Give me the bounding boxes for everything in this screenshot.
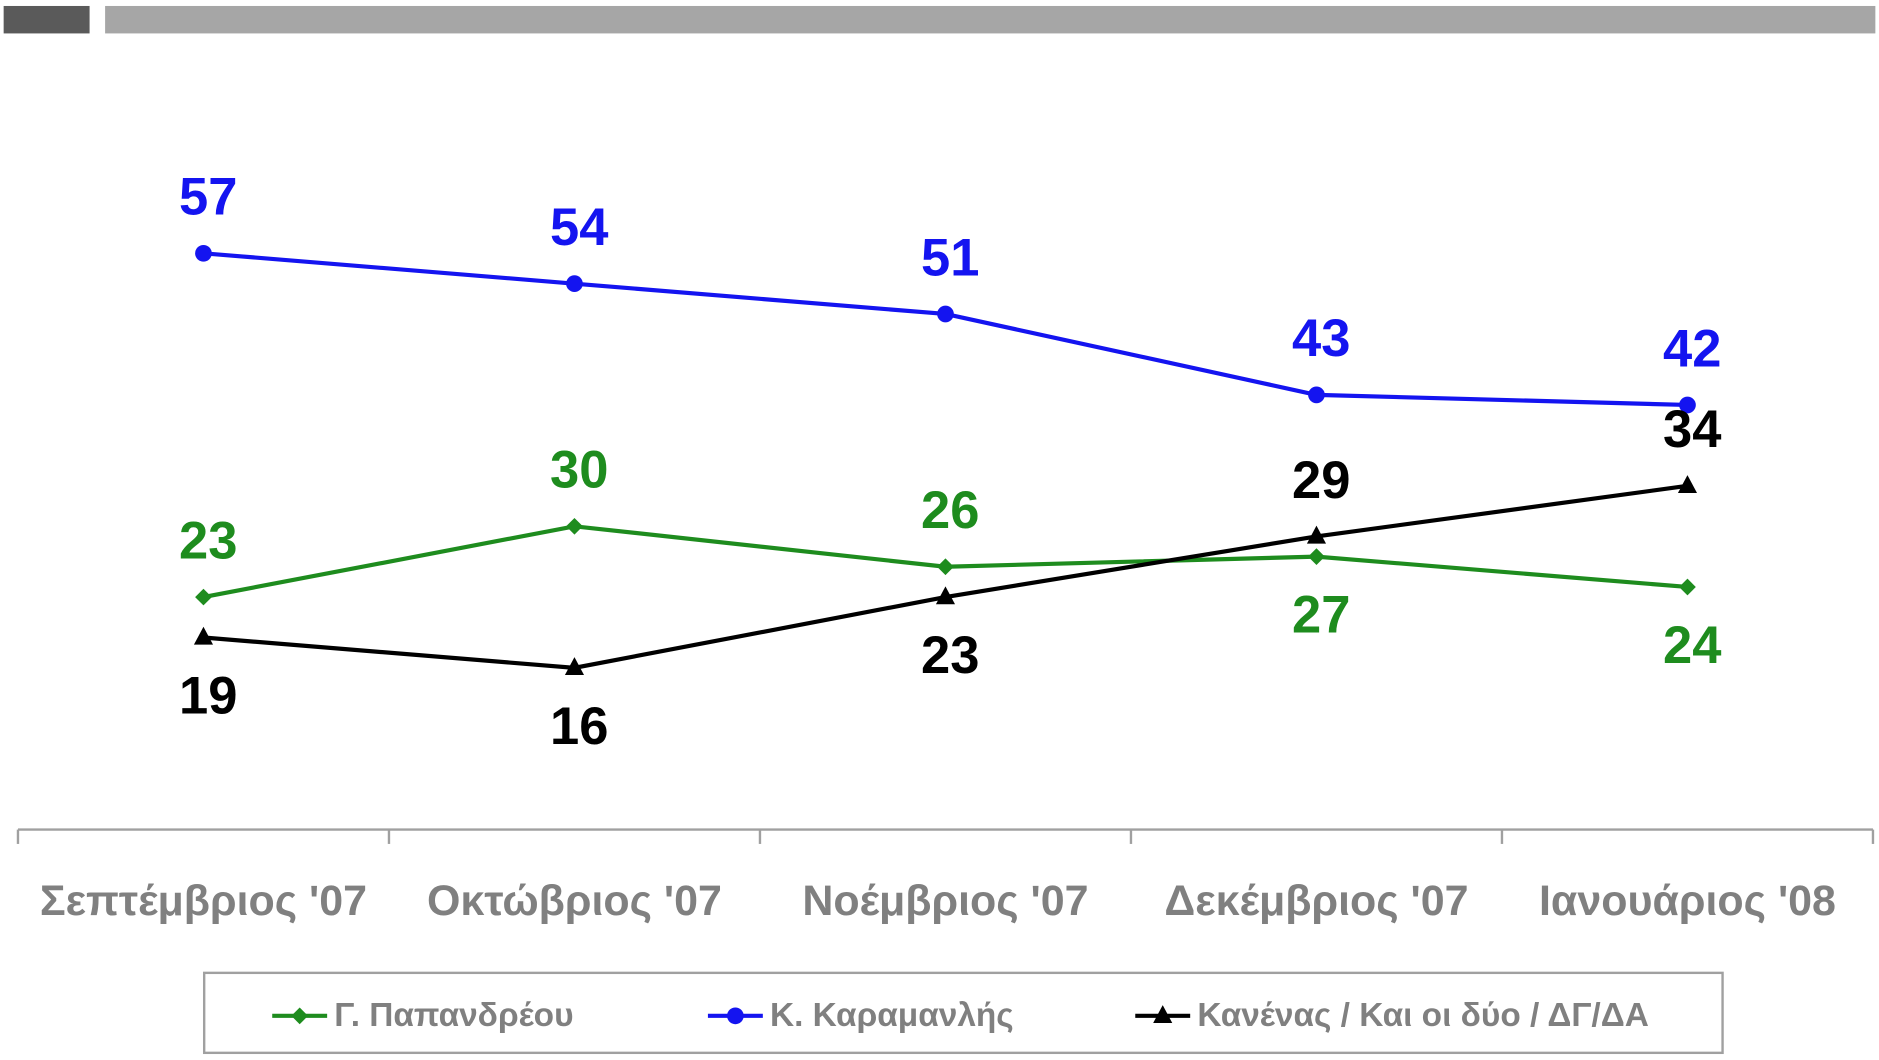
point [195,588,212,606]
legend-label: Κανένας / Και οι δύο / ΔΓ/ΔΑ [1197,997,1649,1034]
data-label: 29 [1292,451,1350,510]
data-label: 26 [921,481,979,540]
x-tick-label: Δεκέμβριος '07 [1164,877,1468,925]
data-label: 57 [179,168,237,227]
point [1306,525,1327,544]
data-label: 23 [179,511,237,570]
header-bar [105,5,1876,34]
point [727,1007,744,1025]
x-tick-label: Οκτώβριος '07 [427,877,722,925]
data-label: 34 [1663,400,1721,459]
x-tick-label: Νοέμβριος '07 [802,877,1088,925]
point [1679,396,1696,414]
point [935,586,956,605]
data-label: 16 [550,697,608,756]
data-label: 54 [550,198,608,257]
data-label: 43 [1292,309,1350,368]
point [1677,475,1698,494]
point [1308,548,1325,565]
legend-label: Γ. Παπανδρέου [334,997,573,1034]
legend-label: Κ. Καραμανλής [770,997,1014,1034]
data-label: 51 [921,228,979,287]
point [291,1007,309,1025]
data-label: 42 [1663,319,1721,378]
x-tick-label: Σεπτέμβριος '07 [40,877,367,925]
point [566,275,583,293]
data-label: 30 [550,441,608,500]
point [195,244,212,262]
x-tick-label: Ιανουάριος '08 [1539,877,1836,925]
point [1153,1005,1173,1023]
point [566,517,583,535]
data-label: 23 [921,626,979,685]
point [1308,386,1325,404]
point [193,626,214,645]
legend-box [202,971,1724,1055]
data-label: 19 [179,666,237,725]
data-label: 27 [1292,586,1350,645]
point [937,558,954,576]
point [564,657,585,676]
point [937,305,954,323]
point [1679,578,1696,596]
data-label: 24 [1663,616,1721,675]
header-bar-dark [3,5,90,34]
